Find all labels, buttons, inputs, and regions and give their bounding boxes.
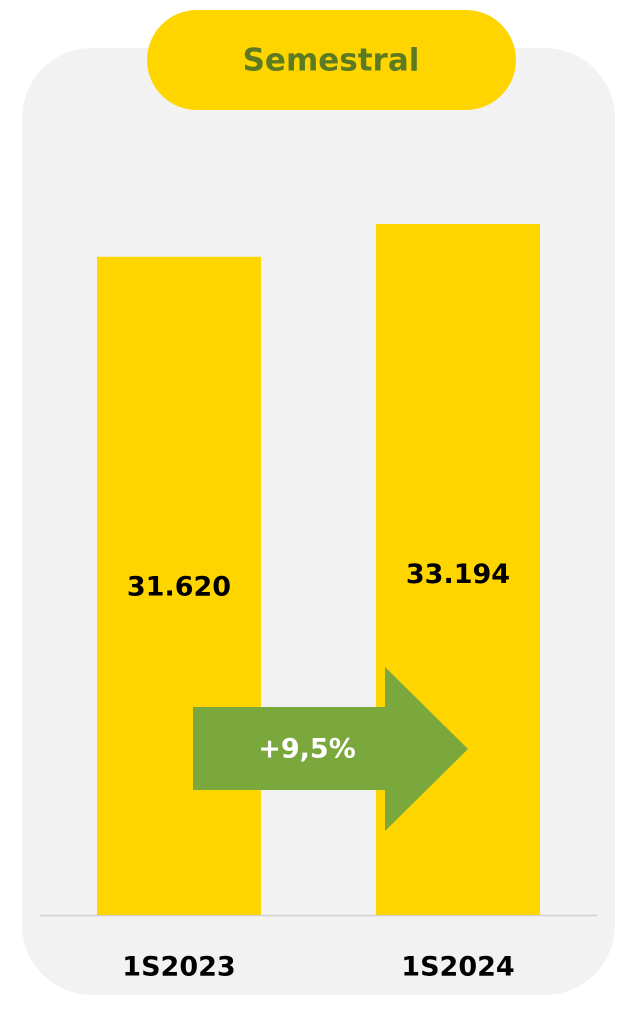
title-pill	[147, 10, 516, 110]
value-label: 33.194	[406, 559, 510, 590]
arrow-head	[385, 667, 468, 831]
chart-title: Semestral	[243, 43, 420, 79]
x-tick-label: 1S2024	[401, 952, 514, 983]
bar	[97, 256, 261, 915]
x-tick-label: 1S2023	[122, 952, 235, 983]
arrow-body	[193, 707, 386, 790]
value-label: 31.620	[127, 571, 231, 602]
growth-arrow: +9,5%	[193, 667, 468, 831]
growth-label: +9,5%	[258, 734, 356, 765]
